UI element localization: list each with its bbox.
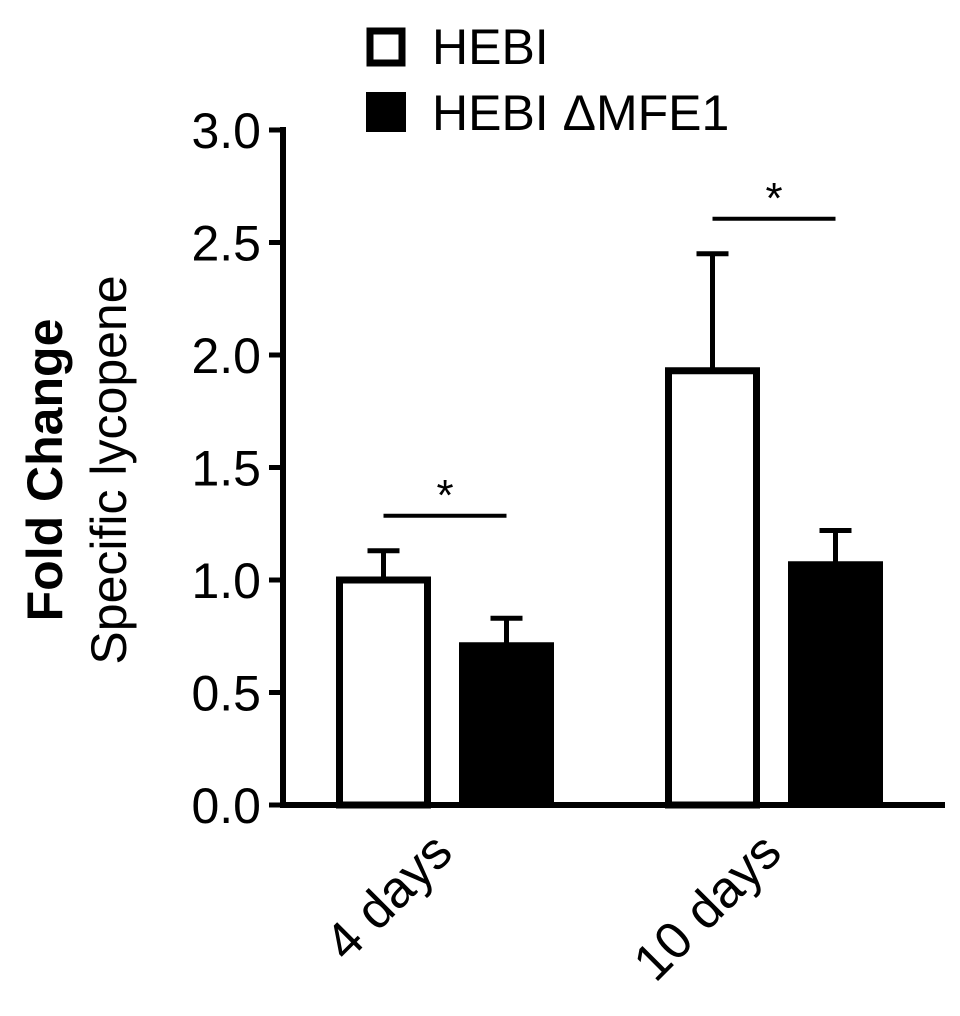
y-tick-label-2: 1.0	[191, 553, 261, 609]
x-tick-label-1: 10 days	[623, 822, 793, 992]
legend: HEBI HEBI ΔMFE1	[366, 19, 729, 141]
bar-1-1	[788, 561, 883, 805]
y-tick-label-5: 2.5	[191, 216, 261, 272]
y-axis-title-bold: Fold Change	[17, 319, 73, 622]
x-tick-label-0: 4 days	[314, 822, 463, 971]
y-tick-label-3: 1.5	[191, 441, 261, 497]
y-tick-label-1: 0.5	[191, 666, 261, 722]
plot-area: 0.0 0.5 1.0 1.5 2.0 2.5 3.0 * 4 days * 10 days	[191, 103, 945, 992]
bar-0-0	[336, 576, 431, 809]
y-tick-label-6: 3.0	[191, 103, 261, 159]
bar-0-1	[665, 367, 760, 809]
y-tick-label-4: 2.0	[191, 328, 261, 384]
bar-1-0	[459, 642, 554, 805]
legend-label-hebi: HEBI	[432, 19, 549, 75]
legend-label-hebi-dmfe1: HEBI ΔMFE1	[432, 85, 729, 141]
significance-label-0: *	[436, 471, 453, 520]
y-tick-label-0: 0.0	[191, 778, 261, 834]
legend-swatch-hebi-dmfe1	[366, 92, 406, 132]
significance-label-1: *	[765, 174, 782, 223]
y-axis-title: Fold Change Specific lycopene	[17, 275, 137, 664]
y-axis-title-regular: Specific lycopene	[81, 275, 137, 664]
legend-swatch-hebi	[366, 27, 406, 67]
